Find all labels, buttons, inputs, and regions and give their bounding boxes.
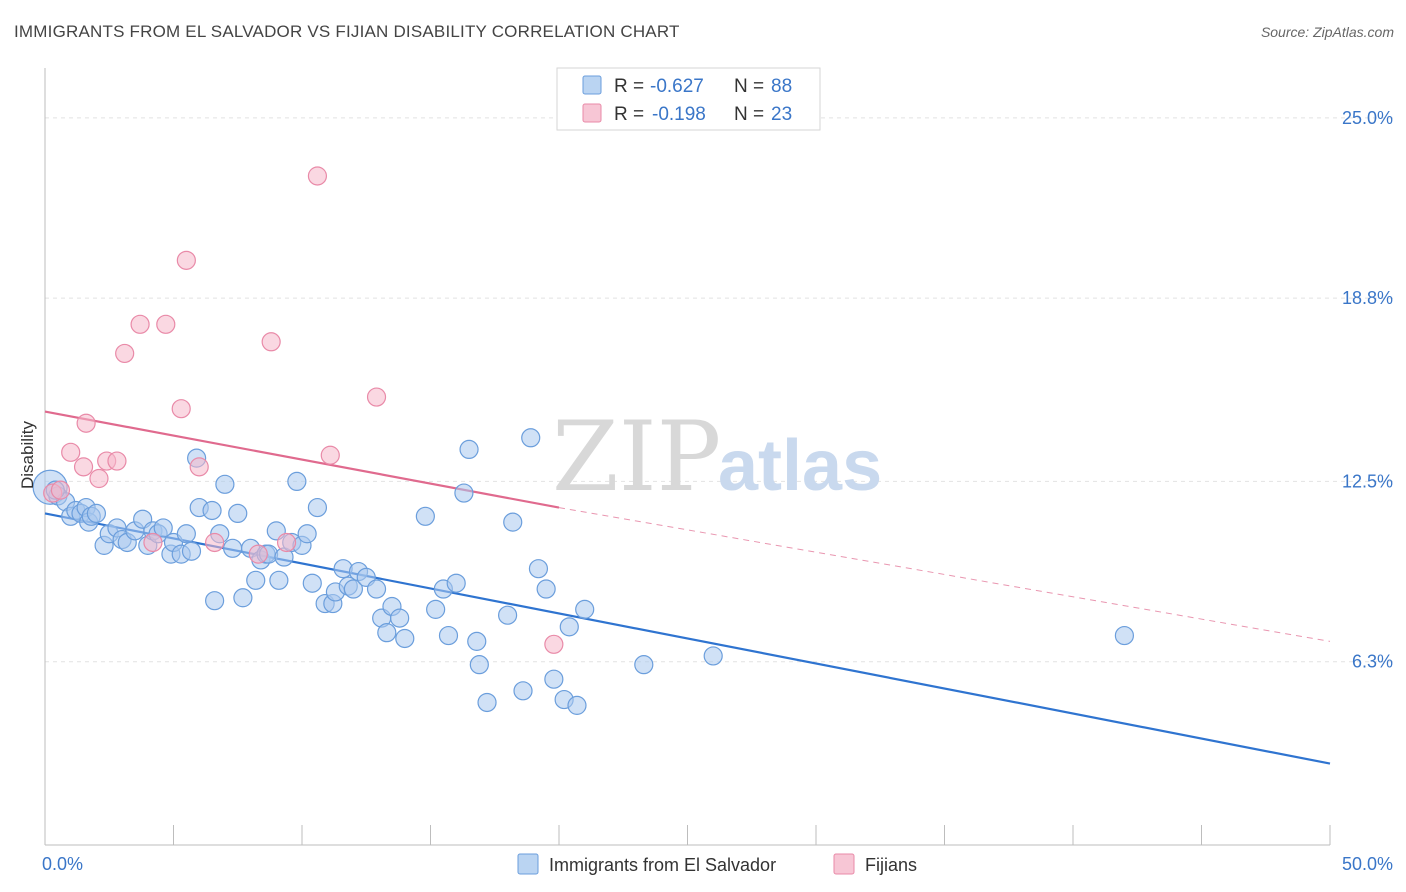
point-el-salvador-73	[498, 605, 518, 625]
point-fijians-21	[366, 387, 387, 407]
point-el-salvador-78	[536, 579, 556, 599]
point-el-salvador-84	[634, 655, 654, 675]
point-fijians-14	[189, 457, 209, 477]
point-el-salvador-59	[377, 623, 397, 643]
point-el-salvador-46	[297, 524, 317, 544]
y-tick-label-1: 12.5%	[1342, 471, 1393, 491]
point-el-salvador-33	[228, 503, 248, 524]
watermark: ZIP atlas	[552, 401, 882, 513]
point-el-salvador-54	[343, 579, 363, 599]
point-fijians-16	[248, 544, 268, 564]
point-el-salvador-44	[287, 471, 307, 492]
point-el-salvador-83	[575, 599, 595, 619]
y-tick-label-2: 18.8%	[1342, 288, 1393, 308]
point-el-salvador-77	[528, 559, 549, 579]
correlation-legend: R = -0.627 N = 88 R = -0.198 N = 23	[556, 67, 821, 131]
point-el-salvador-68	[454, 483, 474, 503]
point-fijians-7	[107, 451, 127, 471]
bottom-legend-swatch-blue	[517, 853, 539, 875]
legend-r-value-blue: -0.627	[650, 76, 704, 97]
point-el-salvador-82	[567, 695, 587, 715]
point-el-salvador-81	[559, 617, 579, 637]
point-el-salvador-32	[223, 538, 243, 558]
point-fijians-15	[205, 532, 225, 553]
point-fijians-18	[276, 532, 297, 553]
point-el-salvador-62	[395, 628, 415, 649]
data-points	[32, 166, 1135, 715]
watermark-atlas: atlas	[718, 426, 882, 506]
point-fijians-4	[76, 413, 96, 433]
point-el-salvador-20	[153, 518, 173, 538]
bottom-legend-label-pink: Fijians	[865, 855, 917, 875]
point-fijians-13	[176, 250, 196, 270]
legend-r-value-pink: -0.198	[652, 104, 706, 125]
point-el-salvador-41	[269, 570, 289, 590]
watermark-zip: ZIP	[552, 401, 721, 513]
point-el-salvador-57	[366, 579, 387, 599]
point-fijians-10	[143, 532, 163, 553]
y-tick-labels: 6.3% 12.5% 18.8% 25.0%	[1342, 108, 1393, 672]
point-fijians-8	[115, 343, 135, 364]
point-el-salvador-75	[513, 681, 533, 701]
point-el-salvador-66	[438, 625, 459, 646]
point-el-salvador-72	[477, 692, 497, 713]
y-tick-label-3: 25.0%	[1342, 108, 1393, 128]
point-el-salvador-36	[246, 570, 266, 590]
y-tick-label-0: 6.3%	[1352, 652, 1393, 672]
point-el-salvador-29	[205, 591, 225, 611]
point-el-salvador-63	[415, 506, 435, 526]
point-el-salvador-64	[426, 599, 446, 619]
point-fijians-19	[307, 166, 328, 186]
legend-n-label-blue: N =	[734, 76, 764, 97]
point-el-salvador-85	[703, 646, 723, 666]
y-axis-title: Disability	[18, 420, 37, 489]
point-el-salvador-25	[181, 541, 202, 561]
point-el-salvador-86	[1114, 625, 1135, 646]
point-el-salvador-31	[215, 474, 235, 494]
point-fijians-9	[130, 314, 150, 334]
point-fijians-20	[320, 445, 340, 465]
point-el-salvador-47	[302, 573, 322, 593]
point-fijians-5	[89, 468, 109, 489]
point-fijians-17	[261, 332, 281, 352]
bottom-legend-label-blue: Immigrants from El Salvador	[549, 855, 776, 875]
x-tick-label-0: 0.0%	[42, 854, 83, 874]
point-fijians-1	[50, 480, 71, 500]
point-el-salvador-69	[459, 439, 479, 460]
series-legend: Immigrants from El Salvador Fijians	[517, 853, 917, 875]
point-el-salvador-61	[390, 608, 410, 628]
point-el-salvador-76	[521, 428, 541, 448]
point-el-salvador-67	[446, 573, 466, 593]
trend-line-fijians-extended	[558, 507, 1331, 642]
point-el-salvador-28	[202, 500, 222, 521]
point-fijians-12	[171, 399, 191, 419]
point-el-salvador-48	[307, 497, 328, 518]
point-el-salvador-74	[503, 512, 523, 532]
point-el-salvador-70	[467, 631, 487, 651]
point-fijians-2	[61, 442, 81, 462]
point-el-salvador-79	[544, 669, 564, 689]
point-el-salvador-24	[176, 524, 196, 544]
point-fijians-3	[73, 457, 94, 477]
point-el-salvador-34	[233, 588, 253, 608]
point-el-salvador-71	[469, 655, 489, 675]
x-tick-labels: 0.0% 50.0%	[42, 854, 1393, 874]
axes	[44, 68, 1331, 846]
legend-n-value-pink: 23	[771, 104, 792, 125]
legend-r-label-blue: R =	[614, 76, 644, 97]
point-fijians-22	[544, 634, 564, 654]
source-label: Source: ZipAtlas.com	[1260, 24, 1394, 40]
x-tick-label-1: 50.0%	[1342, 854, 1393, 874]
legend-n-label-pink: N =	[734, 104, 764, 125]
legend-r-label-pink: R =	[614, 104, 644, 125]
point-el-salvador-9	[86, 503, 107, 524]
legend-swatch-blue	[582, 75, 602, 95]
legend-n-value-blue: 88	[771, 76, 792, 97]
legend-swatch-pink	[582, 103, 602, 123]
chart-title: IMMIGRANTS FROM EL SALVADOR VS FIJIAN DI…	[14, 22, 680, 41]
point-fijians-11	[156, 314, 176, 334]
bottom-legend-swatch-pink	[833, 853, 855, 875]
